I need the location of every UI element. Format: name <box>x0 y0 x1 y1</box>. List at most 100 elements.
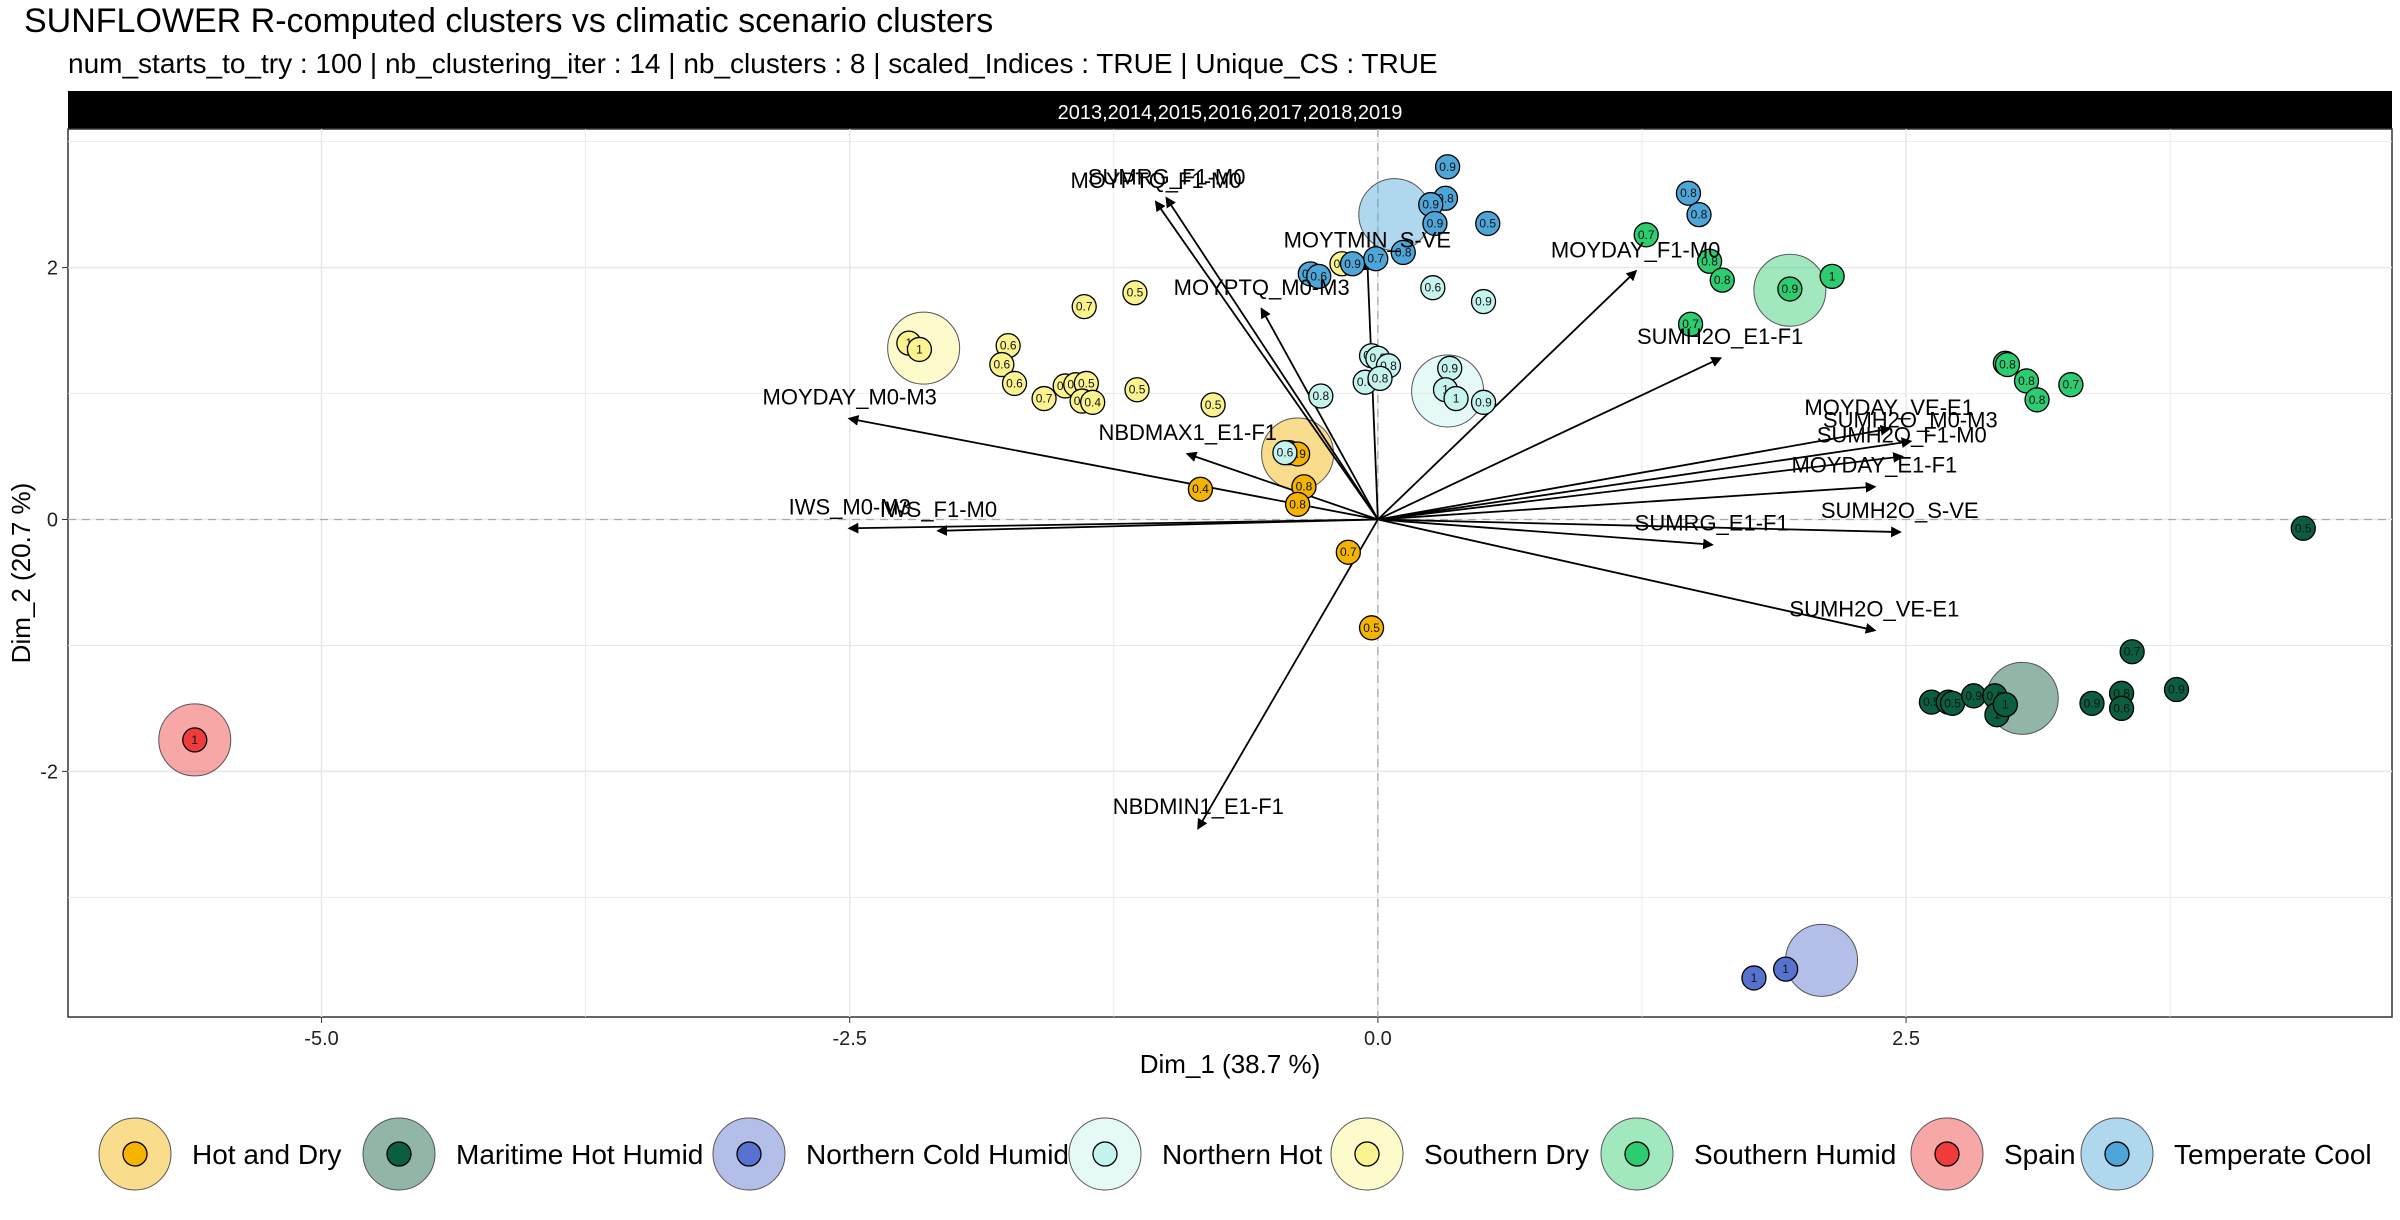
data-point-label: 0.5 <box>1127 286 1144 300</box>
data-point <box>1031 385 1057 412</box>
data-point-label: 0.8 <box>1999 358 2016 372</box>
data-point-label: 0.5 <box>1923 695 1940 709</box>
data-point <box>1422 210 1448 237</box>
data-point <box>2119 639 2145 665</box>
variable-vector <box>1260 307 1379 520</box>
data-point-label: 0.8 <box>1289 497 1306 511</box>
chart-subtitle: num_starts_to_try : 100 | nb_clustering_… <box>68 48 1438 79</box>
data-point-label: 1 <box>1994 708 2001 722</box>
data-point-label: 1 <box>2002 698 2009 712</box>
data-point-label: 1 <box>1453 392 1460 406</box>
data-point <box>1443 385 1469 412</box>
legend-label: Temperate Cool <box>2174 1139 2372 1170</box>
legend-label: Southern Dry <box>1424 1139 1589 1170</box>
data-point <box>1819 263 1845 290</box>
legend-item: Hot and Dry <box>98 1117 341 1191</box>
legend-item: Maritime Hot Humid <box>362 1117 703 1191</box>
data-point-label: 0.9 <box>1475 295 1492 309</box>
legend-point-key <box>122 1141 148 1167</box>
data-point-label: 1 <box>1782 962 1789 976</box>
variable-vector <box>1377 518 1714 550</box>
data-point-label: 0.5 <box>1205 398 1222 412</box>
data-point-label: 1 <box>916 342 923 356</box>
legend-item: Temperate Cool <box>2080 1117 2372 1191</box>
data-point-label: 0.9 <box>1441 361 1458 375</box>
variable-vector <box>1377 437 1913 521</box>
legend-label: Hot and Dry <box>192 1139 341 1170</box>
data-point <box>1071 293 1097 320</box>
y-tick-label: 0 <box>47 509 58 531</box>
data-point <box>2290 515 2316 541</box>
data-point <box>1675 180 1702 206</box>
x-tick-label: 2.5 <box>1892 1028 1920 1050</box>
legend-item: Southern Humid <box>1600 1117 1896 1191</box>
data-point <box>1390 239 1416 266</box>
variable-vector <box>1185 451 1379 521</box>
data-point-label: 0.8 <box>1691 208 1708 222</box>
variable-vector <box>1197 519 1379 830</box>
variable-vector <box>1154 200 1379 520</box>
data-point <box>1741 965 1767 991</box>
data-point-label: 0.9 <box>2168 683 2185 697</box>
x-tick-label: 0.0 <box>1364 1028 1392 1050</box>
cluster-centroid <box>1785 923 1859 997</box>
vector-label: NBDMIN1_E1-F1 <box>1113 794 1284 819</box>
vector-label: SUMH2O_F1-M0 <box>1817 422 1987 447</box>
data-point-label: 0.5 <box>1129 383 1146 397</box>
data-point <box>2163 676 2190 703</box>
data-point <box>2079 690 2105 717</box>
y-tick-label: 2 <box>47 258 58 280</box>
legend-point-key <box>386 1141 412 1167</box>
data-point-label: 1 <box>1751 971 1758 985</box>
data-point-label: 0.6 <box>1000 339 1017 353</box>
data-point-label: 0.6 <box>1424 281 1441 295</box>
data-point-label: 0.8 <box>1714 273 1731 287</box>
data-point-label: 0.6 <box>1277 446 1294 460</box>
data-point <box>1335 539 1361 565</box>
data-point-label: 0.5 <box>1078 376 1095 390</box>
data-point <box>1187 476 1214 502</box>
legend-item: Southern Dry <box>1330 1117 1589 1191</box>
data-point <box>1475 210 1501 237</box>
data-point-label: 0.7 <box>2063 378 2080 392</box>
legend-point-key <box>1092 1141 1118 1167</box>
data-point-label: 0.9 <box>1439 160 1456 174</box>
legend-point-key <box>2104 1141 2130 1167</box>
data-point-label: 0.8 <box>2018 374 2035 388</box>
data-point <box>1470 389 1497 415</box>
data-point <box>906 336 933 363</box>
data-point-label: 0.8 <box>1395 245 1412 259</box>
data-point <box>1470 288 1497 315</box>
chart-title: SUNFLOWER R-computed clusters vs climati… <box>24 2 994 40</box>
y-axis-title: Dim_2 (20.7 %) <box>6 483 36 664</box>
data-point-label: 1 <box>1829 269 1836 283</box>
legend: Hot and Dry Maritime Hot Humid Northern Co… <box>98 1117 2372 1191</box>
data-point <box>1080 389 1106 415</box>
data-point-label: 0.9 <box>1422 198 1439 212</box>
x-axis-title: Dim_1 (38.7 %) <box>1140 1049 1321 1079</box>
data-point-label: 0.7 <box>1340 545 1357 559</box>
data-point-label: 0.6 <box>1310 269 1327 283</box>
data-point <box>1122 280 1148 306</box>
data-point-label: 0.9 <box>1782 282 1799 296</box>
data-point-label: 0.5 <box>2295 521 2312 535</box>
data-point <box>2108 695 2135 722</box>
data-point <box>989 351 1015 378</box>
vector-label: SUMH2O_M0-M3 <box>1823 407 1998 432</box>
vector-label: MOYTMIN_S-VE <box>1284 227 1451 252</box>
data-point <box>182 727 208 753</box>
vector-label: MOYDAY_VE-E1 <box>1804 395 1974 420</box>
data-point <box>1434 154 1461 180</box>
data-point <box>1306 263 1332 290</box>
data-point-label: 0.5 <box>1363 621 1380 635</box>
data-point-label: 0.6 <box>993 358 1010 372</box>
variable-vector <box>1377 269 1638 521</box>
data-point-label: 0.4 <box>1084 395 1101 409</box>
data-point <box>2024 387 2050 413</box>
y-tick-label: -2 <box>40 761 58 783</box>
data-point-label: 0.7 <box>1076 300 1093 314</box>
legend-label: Northern Hot <box>1162 1139 1323 1170</box>
legend-label: Northern Cold Humid <box>806 1139 1069 1170</box>
x-tick-label: -5.0 <box>304 1028 338 1050</box>
